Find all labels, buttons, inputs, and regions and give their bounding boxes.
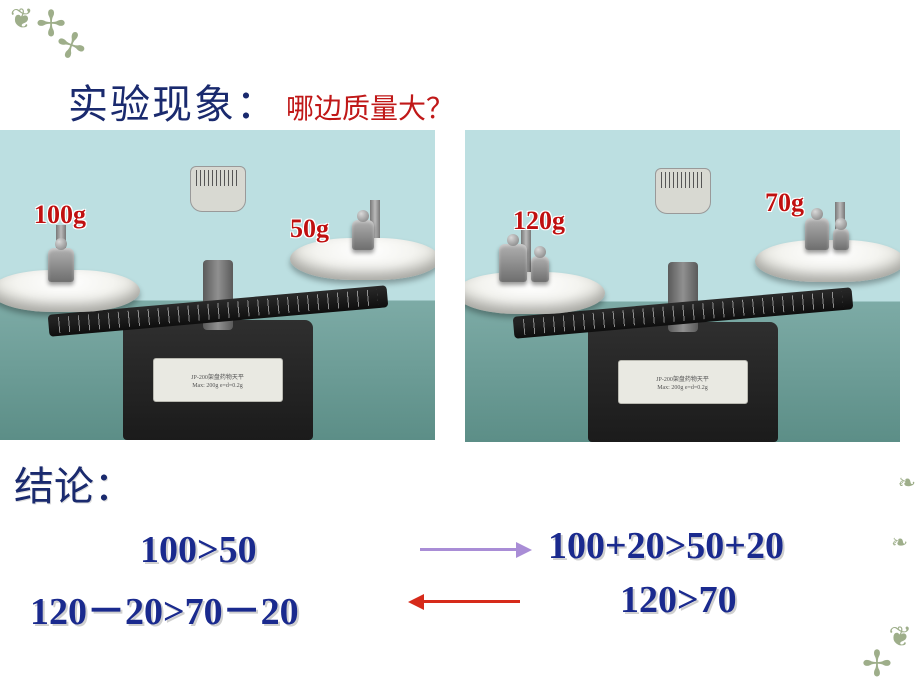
title-row: 实验现象： 哪边质量大？ [68, 72, 454, 130]
scale-base: JP-200架盘药物天平 Max: 200g e=d=0.2g [588, 322, 778, 442]
photo-row: JP-200架盘药物天平 Max: 200g e=d=0.2g 100g 50g… [0, 130, 920, 442]
decoration-leaf: ❧ [891, 530, 908, 555]
title-sub: 哪边质量大？ [286, 87, 454, 127]
equation-bottom-right: 120>70 [620, 578, 737, 622]
mass-label-right: 70g [765, 188, 804, 218]
decoration-leaf: ❧ [898, 470, 916, 496]
arrow-right-icon [420, 548, 520, 551]
mass-label-right: 50g [290, 214, 329, 244]
decoration-leaf: ❦ [889, 620, 912, 654]
nameplate-line: Max: 200g e=d=0.2g [192, 383, 243, 389]
scale-base: JP-200架盘药物天平 Max: 200g e=d=0.2g [123, 320, 313, 440]
conclusion-label: 结论： [14, 454, 134, 512]
scale-nameplate: JP-200架盘药物天平 Max: 200g e=d=0.2g [618, 360, 748, 404]
title-main: 实验现象： [68, 72, 278, 130]
nameplate-line: Max: 200g e=d=0.2g [657, 385, 708, 391]
balance-photo-left: JP-200架盘药物天平 Max: 200g e=d=0.2g 100g 50g [0, 130, 435, 440]
decoration-leaf: ❦ [10, 2, 33, 36]
weight-icon [48, 248, 74, 282]
weight-icon [531, 256, 549, 282]
equation-bottom-left: 120－20>70－20 [30, 580, 299, 635]
nameplate-line: JP-200架盘药物天平 [191, 372, 244, 381]
decoration-flower: ✢ [51, 24, 92, 68]
pointer-scale [196, 170, 240, 186]
mass-label-left: 120g [513, 206, 565, 236]
nameplate-line: JP-200架盘药物天平 [656, 374, 709, 383]
weight-icon [352, 220, 374, 250]
scale-nameplate: JP-200架盘药物天平 Max: 200g e=d=0.2g [153, 358, 283, 402]
mass-label-left: 100g [34, 200, 86, 230]
equation-top-left: 100>50 [140, 528, 257, 572]
decoration-flower: ✢ [36, 6, 66, 42]
pointer-housing [190, 166, 246, 212]
balance-photo-right: JP-200架盘药物天平 Max: 200g e=d=0.2g 120g 70g [465, 130, 900, 442]
pointer-scale [661, 172, 705, 188]
arrow-left-icon [420, 600, 520, 603]
weight-icon [499, 244, 527, 282]
weight-icon [833, 228, 849, 250]
equation-top-right: 100+20>50+20 [548, 524, 784, 568]
decoration-flower: ✢ [862, 646, 892, 682]
weight-icon [805, 218, 829, 250]
pointer-housing [655, 168, 711, 214]
